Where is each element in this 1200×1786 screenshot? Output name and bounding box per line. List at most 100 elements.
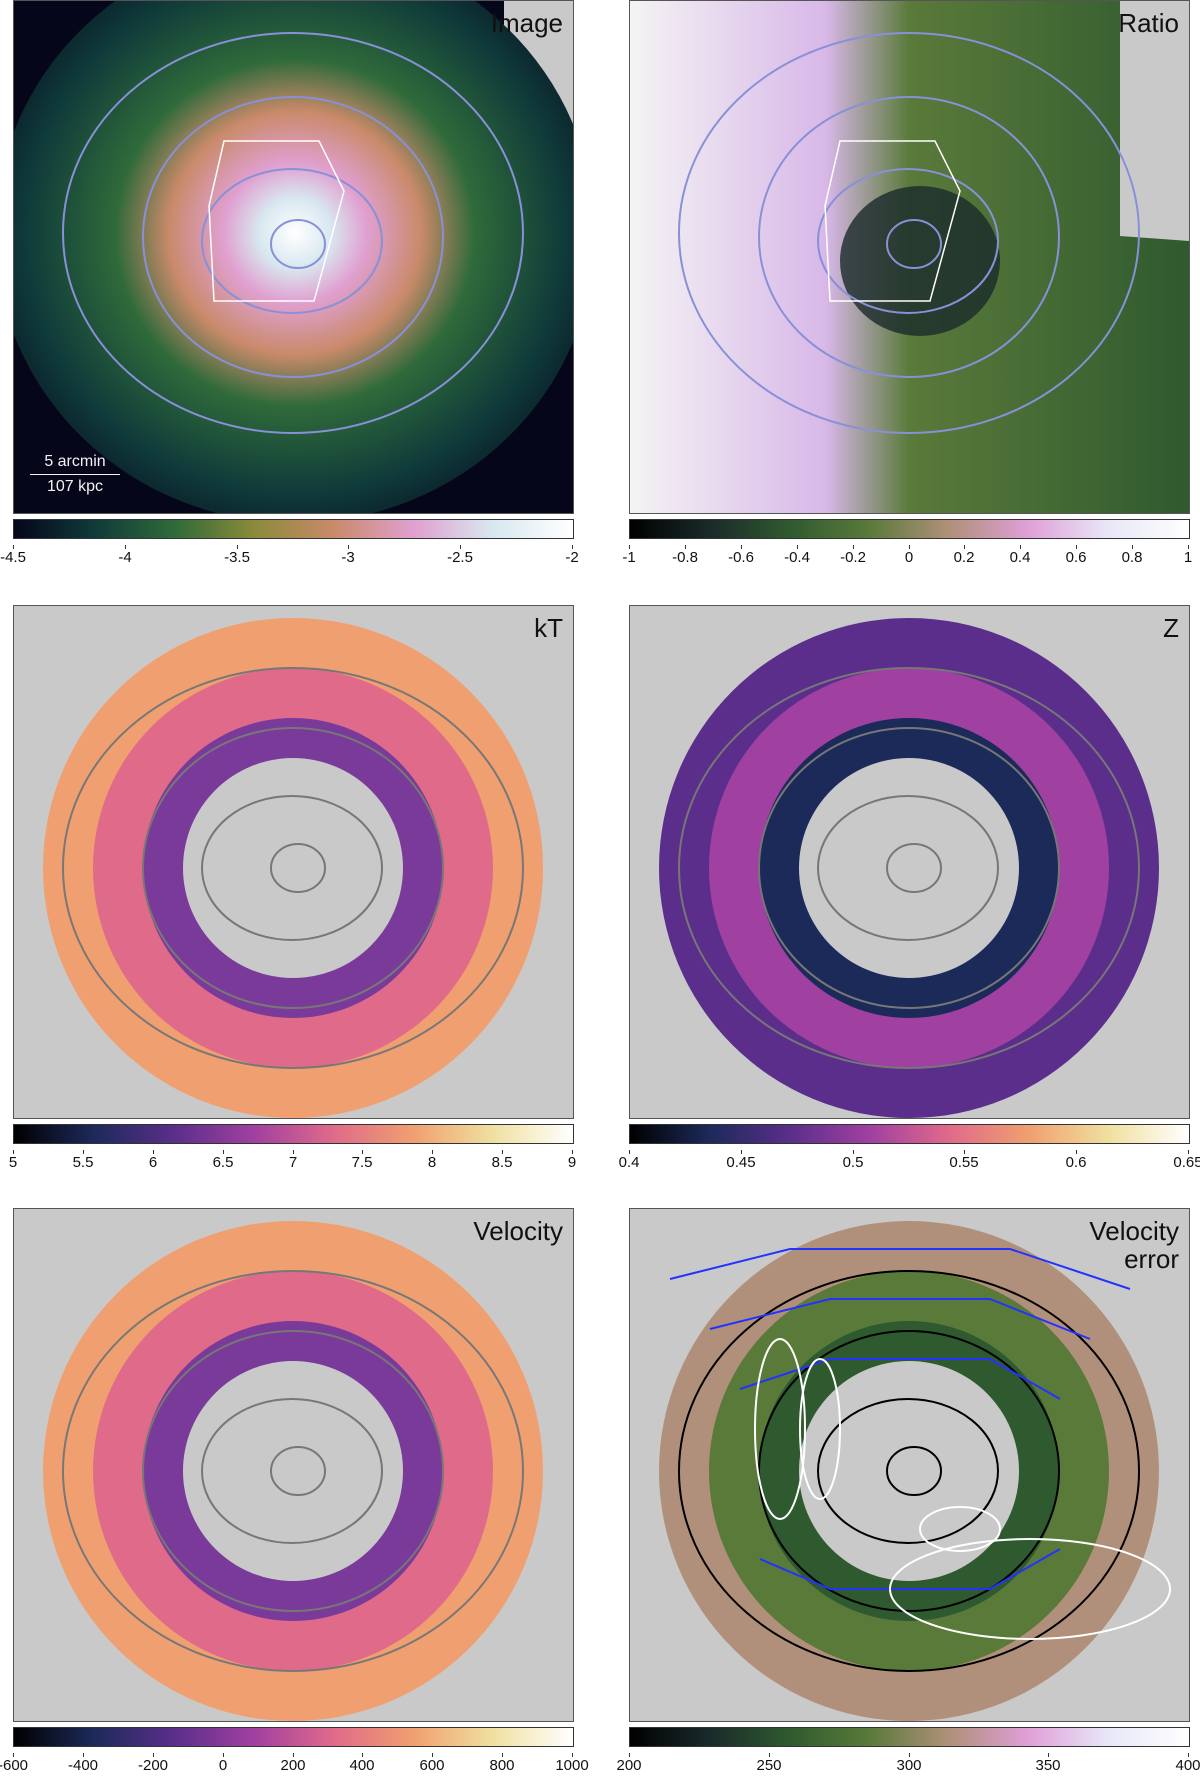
colorbar-tick-label: 0.6 [1065,549,1087,566]
colorbar-tick-mark [83,1753,84,1757]
colorbar-tick-mark [629,1753,630,1757]
colorbar-tick-mark [1076,1150,1077,1154]
colorbar-tick-mark [909,545,910,549]
colorbar-tick-mark [348,545,349,549]
panel-title: Velocity [473,1216,563,1246]
ratio-panel: Ratio [629,0,1190,514]
z-panel: Z [629,605,1190,1119]
colorbar-z-ticks: 0.4 0.45 0.5 0.55 0.6 0.65 [619,1150,1200,1176]
colorbar-tick-mark [223,1753,224,1757]
colorbar-tick-label: 350 [1035,1757,1061,1774]
colorbar-tick-label: 0.4 [618,1154,640,1171]
colorbar-tick-mark [1020,545,1021,549]
colorbar-tick-label: -4.5 [0,549,26,566]
colorbar-tick-label: -400 [67,1757,99,1774]
colorbar-tick-mark [432,1150,433,1154]
colorbar-tick-label: 0.4 [1009,549,1031,566]
velocity-map [14,1209,573,1721]
colorbar-tick-label: -0.6 [728,549,754,566]
colorbar-tick-mark [1188,1753,1189,1757]
colorbar-tick-label: -600 [0,1757,29,1774]
colorbar-tick-label: 9 [567,1154,577,1171]
colorbar-tick-mark [629,1150,630,1154]
panel-title: Image [490,8,563,38]
colorbar-tick-mark [362,1753,363,1757]
colorbar-kt [13,1124,574,1144]
colorbar-tick-mark [153,1150,154,1154]
colorbar-tick-mark [964,545,965,549]
colorbar-tick-mark [853,545,854,549]
colorbar-tick-label: 0.2 [953,549,975,566]
colorbar-tick-mark [223,1150,224,1154]
colorbar-tick-label: 5 [8,1154,18,1171]
colorbar-tick-label: 0 [218,1757,228,1774]
colorbar-tick-mark [909,1753,910,1757]
colorbar-z [629,1124,1190,1144]
colorbar-tick-mark [502,1753,503,1757]
colorbar-tick-label: -0.4 [784,549,810,566]
panel-title: Velocity error [1089,1216,1179,1274]
colorbar-tick-label: 6 [148,1154,158,1171]
colorbar-tick-mark [125,545,126,549]
colorbar-tick-mark [293,1753,294,1757]
colorbar-tick-mark [13,1150,14,1154]
colorbar-tick-mark [432,1753,433,1757]
velocity-error-panel: Velocity error [629,1208,1190,1722]
colorbar-tick-label: 6.5 [212,1154,234,1171]
colorbar-tick-label: 0.8 [1121,549,1143,566]
colorbar-tick-mark [629,545,630,549]
scale-bar-arcmin: 5 arcmin [44,453,106,470]
colorbar-velocity-error [629,1727,1190,1747]
colorbar-tick-label: 5.5 [72,1154,94,1171]
colorbar-tick-label: -3 [341,549,355,566]
colorbar-tick-label: 600 [419,1757,445,1774]
panel-title: Ratio [1118,8,1179,38]
colorbar-tick-label: 0.5 [842,1154,864,1171]
colorbar-tick-mark [13,545,14,549]
colorbar-tick-mark [769,1753,770,1757]
colorbar-tick-mark [1188,1150,1189,1154]
colorbar-tick-label: 400 [349,1757,375,1774]
colorbar-tick-label: 200 [280,1757,306,1774]
colorbar-tick-mark [572,545,573,549]
ratio-map [630,1,1189,513]
colorbar-tick-label: 8 [427,1154,437,1171]
colorbar-tick-mark [293,1150,294,1154]
colorbar-tick-label: 0.65 [1173,1154,1200,1171]
colorbar-tick-mark [237,545,238,549]
colorbar-tick-label: -4 [118,549,132,566]
colorbar-tick-label: -1 [622,549,636,566]
colorbar-tick-mark [153,1753,154,1757]
colorbar-tick-mark [1076,545,1077,549]
colorbar-tick-label: 0.45 [726,1154,756,1171]
kt-map [14,606,573,1118]
colorbar-tick-mark [741,545,742,549]
colorbar-tick-label: 300 [896,1757,922,1774]
colorbar-tick-label: 1000 [555,1757,589,1774]
colorbar-tick-label: 0.6 [1065,1154,1087,1171]
panel-title: kT [534,613,563,643]
colorbar-tick-mark [685,545,686,549]
colorbar-tick-mark [853,1150,854,1154]
colorbar-tick-mark [362,1150,363,1154]
colorbar-tick-label: -2 [565,549,579,566]
colorbar-tick-mark [572,1150,573,1154]
colorbar-tick-label: 8.5 [491,1154,513,1171]
colorbar-tick-label: 0 [904,549,914,566]
colorbar-tick-mark [1132,545,1133,549]
colorbar-tick-mark [83,1150,84,1154]
colorbar-tick-label: -2.5 [447,549,473,566]
colorbar-tick-mark [797,545,798,549]
colorbar-tick-label: 800 [489,1757,515,1774]
colorbar-tick-label: 400 [1175,1757,1200,1774]
scale-bar: 5 arcmin 107 kpc [30,452,120,497]
image-panel: Image 5 arcmin 107 kpc [13,0,574,514]
colorbar-tick-mark [572,1753,573,1757]
colorbar-tick-label: 1 [1183,549,1193,566]
colorbar-velocity-ticks: -600 -400 -200 0 200 400 600 800 1000 [0,1753,589,1779]
velocity-panel: Velocity [13,1208,574,1722]
velocity-error-map [630,1209,1189,1721]
colorbar-tick-label: -3.5 [224,549,250,566]
colorbar-tick-mark [964,1150,965,1154]
kt-panel: kT [13,605,574,1119]
